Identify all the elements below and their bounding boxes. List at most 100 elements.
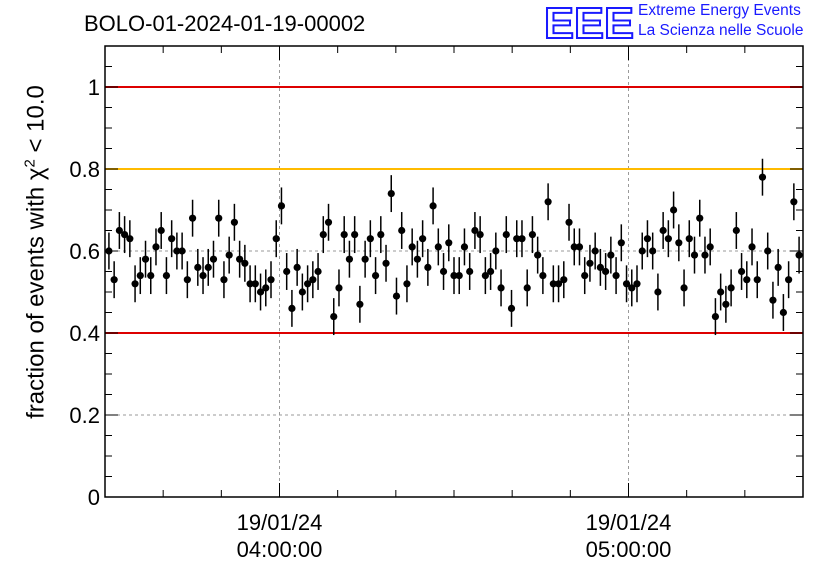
chart-title: BOLO-01-2024-01-19-00002 xyxy=(84,11,366,36)
data-point xyxy=(256,273,265,311)
data-point xyxy=(460,228,469,266)
data-marker xyxy=(335,284,343,292)
x-tick-label-date: 19/01/24 xyxy=(586,510,672,535)
data-marker xyxy=(424,263,432,271)
logo-text-line2: La Scienza nelle Scuole xyxy=(638,22,804,39)
data-marker xyxy=(513,235,521,243)
data-point xyxy=(356,285,364,323)
data-point xyxy=(628,269,636,307)
data-point xyxy=(528,216,537,254)
data-marker xyxy=(743,276,751,284)
data-marker xyxy=(256,288,265,296)
data-marker xyxy=(351,231,359,239)
data-point xyxy=(591,232,599,270)
data-marker xyxy=(330,313,338,321)
data-marker xyxy=(309,276,317,284)
data-marker xyxy=(314,267,322,276)
data-point xyxy=(403,265,411,303)
data-point xyxy=(131,265,139,303)
data-point xyxy=(544,183,552,221)
y-tick-label: 0.2 xyxy=(69,403,100,428)
data-point xyxy=(173,232,181,270)
data-point xyxy=(534,236,542,274)
data-point xyxy=(162,257,171,295)
data-marker xyxy=(523,284,531,292)
data-point xyxy=(398,212,406,249)
data-point xyxy=(188,199,197,237)
y-axis-label: fraction of events with χ2 < 10.0 xyxy=(22,85,51,419)
data-point xyxy=(445,224,453,262)
data-marker xyxy=(628,284,636,292)
y-tick-label: 0 xyxy=(88,485,100,510)
data-point xyxy=(267,261,275,299)
data-point xyxy=(429,187,437,225)
data-point xyxy=(617,224,625,262)
data-point xyxy=(319,216,327,254)
data-marker xyxy=(753,276,761,284)
data-point xyxy=(392,277,401,315)
data-marker xyxy=(298,288,306,296)
data-marker xyxy=(121,231,129,239)
data-point xyxy=(785,261,793,299)
data-marker xyxy=(790,198,798,206)
data-point xyxy=(696,199,704,237)
data-marker xyxy=(178,247,186,255)
data-marker xyxy=(586,259,594,267)
data-point xyxy=(272,220,280,258)
data-point xyxy=(607,236,615,274)
data-marker xyxy=(392,292,401,300)
data-marker xyxy=(382,259,390,267)
eee-logo-mark: EEE xyxy=(544,2,634,42)
data-point xyxy=(612,257,620,295)
data-marker xyxy=(779,308,787,317)
data-point xyxy=(194,248,202,286)
data-point xyxy=(570,228,578,266)
data-marker xyxy=(612,272,620,280)
y-tick-label: 0.4 xyxy=(69,321,100,346)
data-marker xyxy=(706,243,714,251)
data-marker xyxy=(215,214,223,222)
data-point xyxy=(507,289,516,327)
data-marker xyxy=(764,247,772,255)
data-marker xyxy=(204,263,212,271)
data-point xyxy=(110,261,118,299)
data-point xyxy=(586,244,594,282)
data-point xyxy=(549,265,557,303)
data-point xyxy=(141,240,150,278)
data-marker xyxy=(748,243,756,251)
data-marker xyxy=(492,247,500,255)
y-axis-label-sup: 2 xyxy=(21,159,39,168)
data-marker xyxy=(460,243,469,251)
data-point xyxy=(565,203,573,241)
data-point xyxy=(382,244,390,282)
data-point xyxy=(722,285,730,323)
data-point xyxy=(790,183,798,221)
data-marker xyxy=(173,247,181,255)
data-point xyxy=(743,261,751,299)
data-point xyxy=(178,232,186,270)
data-point xyxy=(419,220,427,258)
data-marker xyxy=(398,226,406,235)
data-marker xyxy=(732,226,740,235)
data-point xyxy=(643,220,652,258)
data-marker xyxy=(497,284,505,292)
y-tick-label: 1 xyxy=(88,75,100,100)
data-point xyxy=(204,248,212,286)
data-marker xyxy=(246,280,254,288)
data-marker xyxy=(481,272,489,280)
y-tick-label: 0.8 xyxy=(69,157,100,182)
data-marker xyxy=(649,247,657,255)
data-marker xyxy=(633,280,641,288)
data-marker xyxy=(575,243,584,251)
data-marker xyxy=(466,267,474,276)
data-point xyxy=(288,289,296,327)
data-point xyxy=(225,236,233,274)
data-marker xyxy=(737,267,746,276)
data-point xyxy=(690,236,699,274)
data-point xyxy=(335,269,343,307)
data-marker xyxy=(445,239,453,247)
data-point xyxy=(701,236,709,274)
data-marker xyxy=(324,218,333,226)
data-marker xyxy=(554,280,563,288)
data-point xyxy=(450,257,458,295)
